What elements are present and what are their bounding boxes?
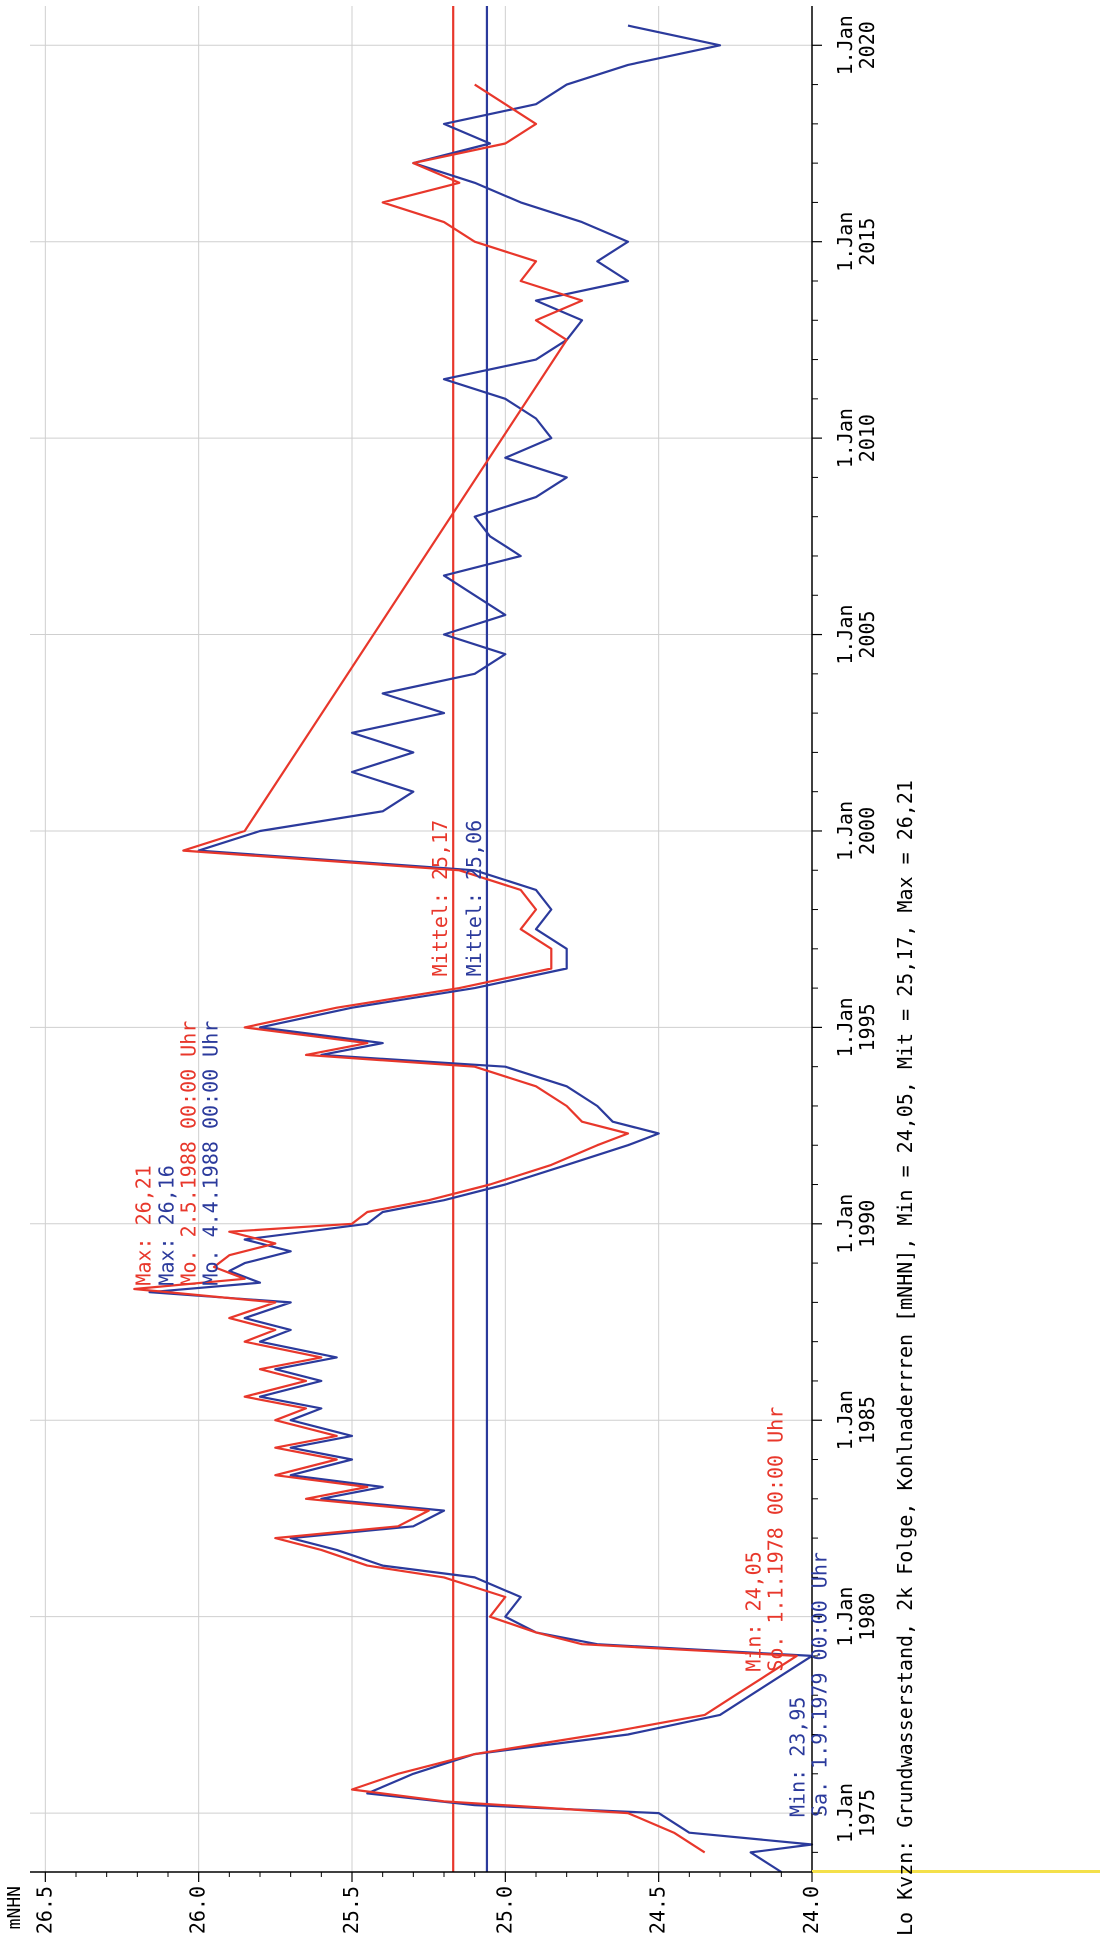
- y-tick-label: 24.0: [799, 1886, 823, 1934]
- annotation-mittel-blue: Mittel: 25,06: [462, 820, 486, 977]
- chart-header: Lo Kvzn: Grundwasserstand, 2k Folge, Koh…: [893, 780, 917, 1936]
- x-tick-label-year: 1980: [855, 1593, 879, 1641]
- x-tick-label-day: 1.Jan: [833, 604, 857, 664]
- series-lines: [133, 24, 814, 1873]
- annotation-max-blue: Max: 26,16: [155, 1165, 179, 1285]
- x-tick-label-year: 1995: [855, 1003, 879, 1051]
- axes: [30, 6, 1100, 1882]
- y-tick-label: 26.0: [186, 1886, 210, 1934]
- annotation-min-blue: Min: 23,95: [786, 1697, 810, 1817]
- series-line-red: [133, 83, 798, 1854]
- x-tick-label-year: 2020: [855, 21, 879, 69]
- x-tick-label-day: 1.Jan: [833, 997, 857, 1057]
- y-axis-label: mNHN: [4, 1886, 25, 1929]
- grid-lines: [30, 6, 813, 1872]
- x-tick-label-day: 1.Jan: [833, 1587, 857, 1647]
- x-tick-label-day: 1.Jan: [833, 408, 857, 468]
- series-line-blue: [148, 24, 814, 1873]
- x-tick-label-day: 1.Jan: [833, 212, 857, 272]
- x-tick-label-day: 1.Jan: [833, 1390, 857, 1450]
- x-tick-label-year: 2005: [855, 610, 879, 658]
- x-tick-label-day: 1.Jan: [833, 801, 857, 861]
- x-tick-label-day: 1.Jan: [833, 15, 857, 75]
- x-tick-label-year: 2010: [855, 414, 879, 462]
- annotation-min-blue-date: Sa. 1.9.1979 00:00 Uhr: [808, 1552, 832, 1817]
- x-tick-label-day: 1.Jan: [833, 1783, 857, 1843]
- y-tick-label: 26.5: [32, 1886, 56, 1934]
- y-tick-label: 25.5: [339, 1886, 363, 1934]
- x-tick-label-year: 1985: [855, 1396, 879, 1444]
- y-tick-label: 25.0: [492, 1886, 516, 1934]
- x-tick-label-year: 1975: [855, 1789, 879, 1837]
- annotation-max-blue-date: Mo. 4.4.1988 00:00 Uhr: [199, 1021, 223, 1286]
- annotation-max-red: Max: 26,21: [132, 1165, 156, 1285]
- annotation-max-red-date: Mo. 2.5.1988 00:00 Uhr: [177, 1021, 201, 1286]
- x-tick-label-year: 2000: [855, 807, 879, 855]
- yellow-strip: [812, 1870, 1100, 1873]
- chart-labels: 24.024.525.025.526.026.5mNHN1.Jan19751.J…: [4, 15, 917, 1936]
- x-tick-label-year: 2015: [855, 218, 879, 266]
- annotation-min-red: Min: 24,05: [742, 1551, 766, 1671]
- x-tick-label-day: 1.Jan: [833, 1194, 857, 1254]
- annotation-min-red-date: So. 1.1.1978 00:00 Uhr: [764, 1407, 788, 1672]
- x-tick-label-year: 1990: [855, 1200, 879, 1248]
- y-tick-label: 24.5: [646, 1886, 670, 1934]
- annotation-mittel-red: Mittel: 25,17: [428, 820, 452, 977]
- mean-lines: [452, 6, 489, 1872]
